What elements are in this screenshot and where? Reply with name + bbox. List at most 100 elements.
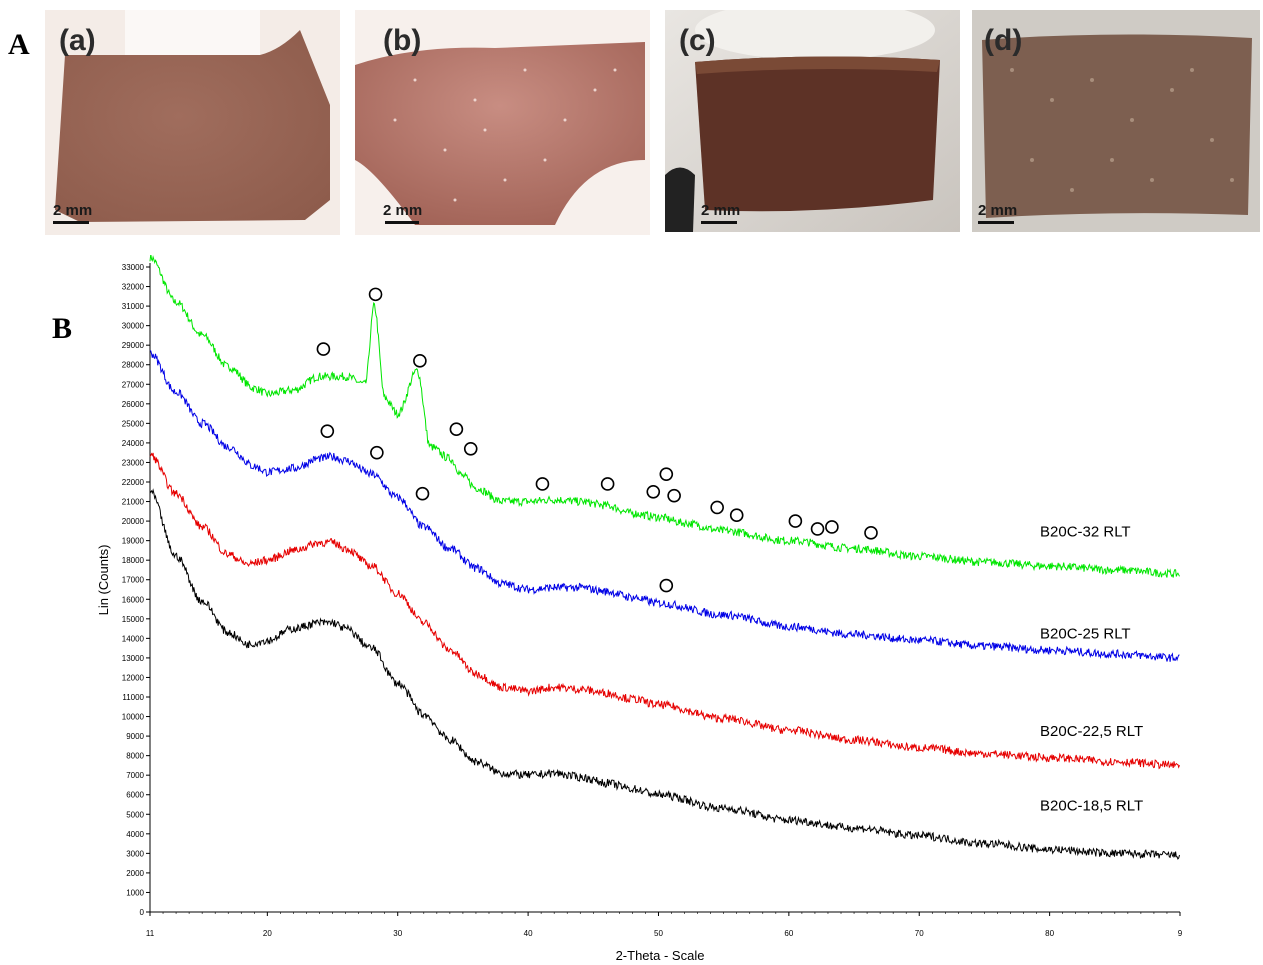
sample-image-a (45, 10, 340, 235)
scale-text-d: 2 mm (978, 202, 1018, 219)
peak-marker (600, 477, 615, 491)
y-tick-label: 33000 (122, 263, 145, 272)
chart-series (149, 255, 1180, 860)
peak-marker (646, 484, 661, 499)
x-tick-label: 60 (784, 929, 793, 938)
photo-label-d: (d) (984, 24, 1023, 57)
chart-series-labels: B20C-32 RLT B20C-25 RLT B20C-22,5 RLT B20C-… (1040, 524, 1143, 815)
scale-bar-d (978, 221, 1014, 224)
y-tick-label: 9000 (126, 732, 144, 741)
x-tick-label: 40 (524, 929, 533, 938)
y-tick-label: 32000 (122, 283, 145, 292)
y-tick-label: 7000 (126, 771, 144, 780)
photo-label-c: (c) (679, 24, 716, 57)
y-tick-label: 12000 (122, 673, 145, 682)
peak-marker (449, 422, 464, 437)
y-tick-label: 30000 (122, 322, 145, 331)
series-label-1: B20C-25 RLT (1040, 625, 1131, 642)
peak-marker (368, 287, 383, 302)
peak-marker (415, 486, 430, 501)
y-tick-label: 1000 (126, 888, 144, 897)
y-tick-label: 13000 (122, 654, 145, 663)
series-line-3 (149, 488, 1180, 860)
y-tick-label: 14000 (122, 634, 145, 643)
scale-text-b: 2 mm (383, 202, 423, 219)
x-tick-label: 11 (146, 929, 155, 938)
y-tick-label: 21000 (122, 498, 145, 507)
sample-photo-b: (b) 2 mm (355, 10, 650, 235)
chart-x-axis-label: 2-Theta - Scale (616, 948, 705, 963)
y-tick-label: 0 (140, 908, 145, 917)
peak-marker (320, 424, 335, 438)
chart-y-axis-label: Lin (Counts) (96, 545, 111, 616)
x-tick-label: 70 (915, 929, 924, 938)
y-tick-label: 4000 (126, 830, 144, 839)
y-tick-label: 26000 (122, 400, 145, 409)
y-tick-label: 20000 (122, 517, 145, 526)
y-tick-label: 23000 (122, 458, 145, 467)
y-tick-label: 10000 (122, 713, 145, 722)
peak-marker (825, 520, 839, 534)
peak-marker (370, 445, 384, 460)
y-tick-label: 29000 (122, 341, 145, 350)
y-tick-label: 25000 (122, 419, 145, 428)
x-tick-label: 20 (263, 929, 272, 938)
peak-marker (667, 488, 681, 503)
sample-photo-a: (a) 2 mm (45, 10, 340, 235)
photo-label-a: (a) (59, 24, 96, 57)
peak-marker (659, 578, 674, 593)
y-tick-label: 15000 (122, 615, 145, 624)
peak-marker (535, 477, 550, 491)
y-tick-label: 6000 (126, 791, 144, 800)
panel-a-letter: A (8, 28, 30, 61)
xrd-chart: 0 1000 2000 3000 4000 5000 6000 7000 8000 9000 100… (96, 255, 1183, 963)
series-line-1 (149, 350, 1180, 662)
peak-marker (463, 441, 478, 456)
peak-marker (864, 526, 878, 540)
sample-image-d (972, 10, 1260, 232)
scale-text-a: 2 mm (53, 202, 93, 219)
series-label-3: B20C-18,5 RLT (1040, 797, 1143, 814)
chart-peak-markers (316, 287, 878, 593)
sample-photo-c: (c) 2 mm (665, 10, 960, 232)
y-tick-label: 17000 (122, 576, 145, 585)
x-tick-label: 80 (1045, 929, 1054, 938)
scale-bar-c (701, 221, 737, 224)
y-tick-label: 5000 (126, 810, 144, 819)
y-tick-label: 19000 (122, 537, 145, 546)
y-tick-label: 16000 (122, 595, 145, 604)
x-tick-label: 30 (393, 929, 402, 938)
series-label-2: B20C-22,5 RLT (1040, 723, 1143, 740)
peak-marker (710, 500, 724, 515)
y-tick-label: 31000 (122, 302, 145, 311)
y-tick-label: 3000 (126, 849, 144, 858)
y-tick-label: 28000 (122, 361, 145, 370)
sample-photo-d: (d) 2 mm (972, 10, 1260, 232)
scale-bar-b (385, 221, 419, 224)
peak-marker (810, 522, 825, 536)
sample-image-c (665, 10, 960, 232)
peak-marker (788, 514, 803, 528)
scale-text-c: 2 mm (701, 202, 741, 219)
peak-marker (413, 354, 427, 368)
series-label-0: B20C-32 RLT (1040, 524, 1131, 541)
y-tick-label: 11000 (122, 693, 144, 702)
sample-image-b (355, 10, 650, 235)
scale-bar-a (53, 221, 89, 224)
y-tick-label: 2000 (126, 869, 144, 878)
y-tick-label: 8000 (126, 752, 144, 761)
series-line-0 (149, 255, 1180, 578)
y-tick-label: 27000 (122, 380, 145, 389)
panel-b-letter: B (52, 312, 73, 345)
peak-marker (729, 508, 744, 523)
x-tick-label: 50 (654, 929, 663, 938)
y-tick-label: 18000 (122, 556, 145, 565)
chart-axes: 0 1000 2000 3000 4000 5000 6000 7000 8000 9000 100… (122, 263, 1183, 938)
peak-marker (659, 467, 674, 481)
peak-marker (316, 342, 331, 356)
series-line-2 (149, 452, 1180, 770)
photo-label-b: (b) (383, 24, 422, 57)
y-tick-label: 24000 (122, 439, 145, 448)
y-tick-label: 22000 (122, 478, 145, 487)
x-tick-label: 9 (1178, 929, 1183, 938)
